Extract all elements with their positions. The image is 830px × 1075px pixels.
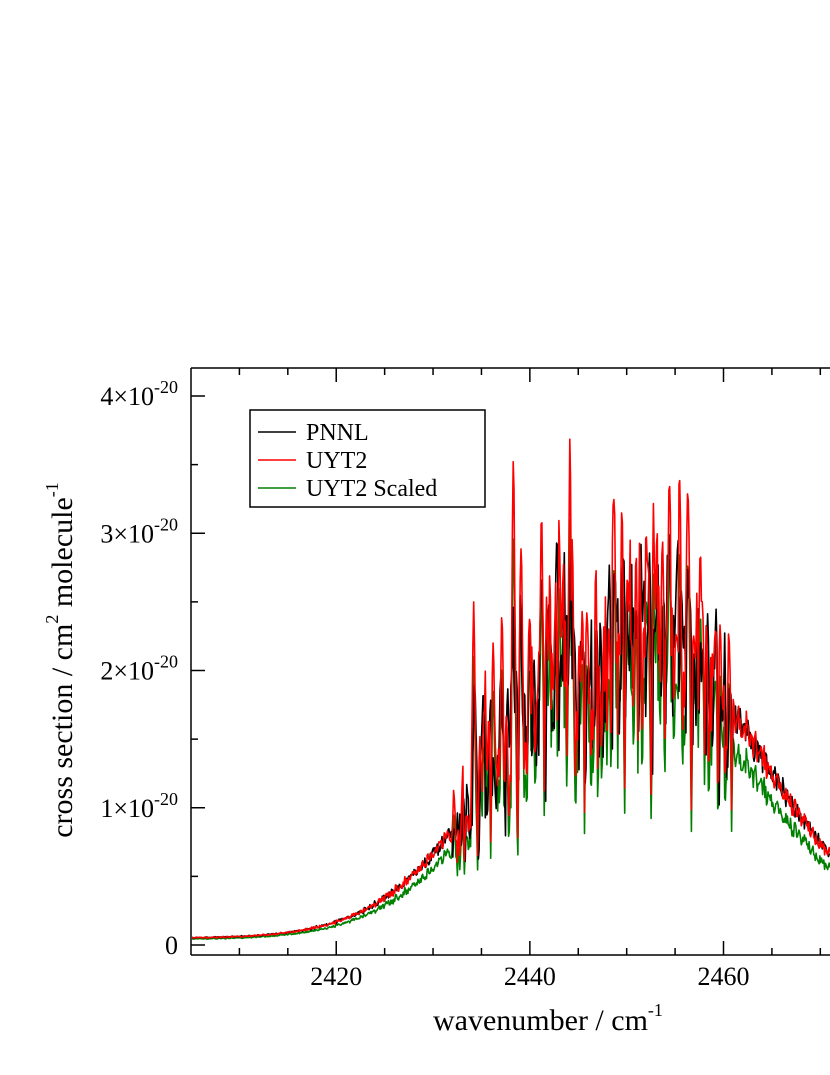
y-tick-label: 4×10-20 [100,377,178,411]
y-tick-label-base: 1×10 [100,794,154,823]
y-tick-label-base: 4×10 [100,382,154,411]
series-layer [192,438,830,940]
y-tick-label-exponent: -20 [154,652,178,672]
y-tick-label-exponent: -20 [154,377,178,397]
legend-label-pnnl: PNNL [306,420,369,446]
legend-label-uyt2-scaled: UYT2 Scaled [306,476,437,502]
x-tick-label: 2440 [504,962,556,991]
y-axis-title-part-3: molecule [46,497,79,614]
y-tick-label: 2×10-20 [100,652,178,686]
y-axis-title-part-2: 2 [42,615,62,624]
y-tick-label: 3×10-20 [100,514,178,548]
y-axis-title-part-4: -1 [42,482,62,497]
axis-ticks [191,368,822,955]
tick-labels: 2420 2440 246001×10-202×10-203×10-204×10-2… [100,377,749,991]
x-axis-title: wavenumber / cm-1 [433,1000,663,1037]
y-tick-label-base: 3×10 [100,519,154,548]
y-tick-label-base: 2×10 [100,657,154,686]
y-tick-label-exponent: -20 [154,789,178,809]
x-axis-title-main: wavenumber / cm [433,1004,648,1037]
x-tick-label: 2420 [310,962,362,991]
x-axis-title-sup: -1 [648,1000,663,1020]
series-line-uyt2 [192,438,830,939]
legend-label-uyt2: UYT2 [306,448,367,474]
y-tick-label-base: 0 [165,931,178,960]
series-line-uyt2-scaled [192,519,830,940]
x-tick-label: 2460 [698,962,750,991]
y-tick-label-exponent: -20 [154,514,178,534]
y-tick-label: 1×10-20 [100,789,178,823]
legend-box [249,409,486,508]
y-axis-title: cross section / cm2 molecule-1 [42,482,79,838]
y-tick-label: 0 [165,931,178,960]
y-axis-title-part-1: cross section / cm [46,624,79,838]
